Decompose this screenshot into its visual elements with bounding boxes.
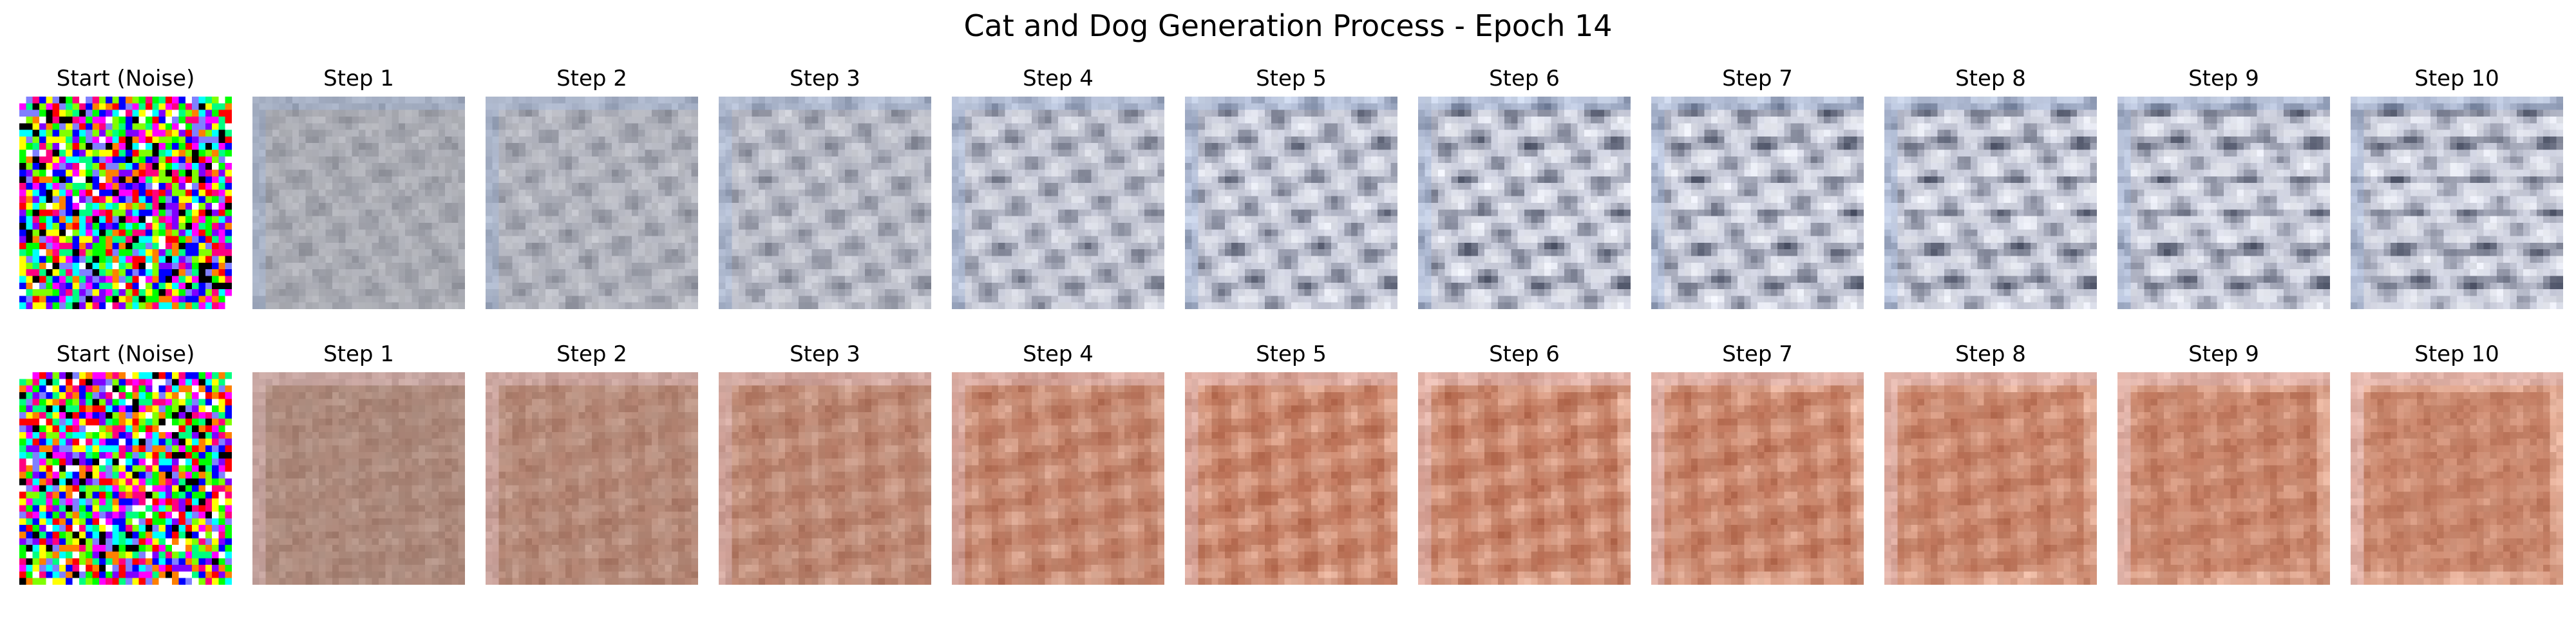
panel-title: Step 8 (1859, 64, 2123, 93)
generated-image (952, 372, 1164, 585)
generated-image (1651, 97, 1864, 309)
panel-title: Step 5 (1159, 340, 1423, 368)
generated-image (1418, 97, 1631, 309)
panel-title: Step 7 (1625, 64, 1889, 93)
panel-title: Step 2 (460, 340, 724, 368)
generated-image (1185, 97, 1397, 309)
generated-image (1651, 372, 1864, 585)
generated-image (952, 97, 1164, 309)
panel-title: Start (Noise) (0, 64, 258, 93)
panel-title: Step 8 (1859, 340, 2123, 368)
figure-title: Cat and Dog Generation Process - Epoch 1… (0, 6, 2576, 45)
panel-title: Step 3 (693, 64, 957, 93)
generated-image (252, 372, 465, 585)
generated-image (719, 97, 931, 309)
generated-image (2351, 97, 2563, 309)
noise-image (19, 372, 232, 585)
generated-image (2117, 97, 2330, 309)
generated-image (1884, 97, 2097, 309)
generated-image (252, 97, 465, 309)
panel-title: Step 4 (926, 64, 1190, 93)
panel-title: Step 9 (2092, 64, 2356, 93)
panel-title: Step 9 (2092, 340, 2356, 368)
generated-image (1884, 372, 2097, 585)
panel-title: Step 1 (227, 340, 491, 368)
panel-title: Step 10 (2325, 340, 2576, 368)
panel-title: Step 6 (1392, 340, 1656, 368)
panel-title: Step 2 (460, 64, 724, 93)
generated-image (2117, 372, 2330, 585)
generated-image (486, 97, 698, 309)
generated-image (719, 372, 931, 585)
panel-title: Step 4 (926, 340, 1190, 368)
generated-image (2351, 372, 2563, 585)
generated-image (1418, 372, 1631, 585)
panel-title: Step 1 (227, 64, 491, 93)
panel-title: Step 10 (2325, 64, 2576, 93)
panel-title: Start (Noise) (0, 340, 258, 368)
panel-title: Step 7 (1625, 340, 1889, 368)
panel-title: Step 5 (1159, 64, 1423, 93)
noise-image (19, 97, 232, 309)
generated-image (486, 372, 698, 585)
panel-title: Step 3 (693, 340, 957, 368)
panel-title: Step 6 (1392, 64, 1656, 93)
generated-image (1185, 372, 1397, 585)
